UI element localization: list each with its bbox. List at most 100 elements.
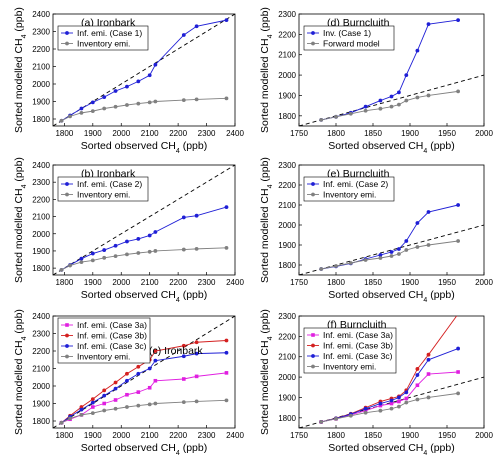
- data-point: [153, 401, 158, 406]
- y-tick-label: 2300: [32, 178, 50, 187]
- data-point: [125, 252, 129, 257]
- x-tick-label: 1750: [290, 278, 308, 287]
- legend-label-1: Inf. emi. (Case 3a): [77, 320, 147, 330]
- data-point: [194, 246, 199, 251]
- data-point: [79, 260, 84, 265]
- data-point: [102, 106, 107, 111]
- data-point: [147, 233, 152, 238]
- data-point: [224, 371, 229, 375]
- data-point: [102, 408, 107, 413]
- data-point: [181, 33, 186, 37]
- data-point: [194, 351, 199, 356]
- data-point: [456, 89, 460, 94]
- plot-data: [53, 14, 235, 126]
- legend-label-2: Inf. emi. (Case 3b): [77, 331, 147, 341]
- chart-panel-3: 1800 1900 2000 2100 2200 2300 2400 1800 1900 2000…: [13, 157, 244, 303]
- data-point: [389, 254, 394, 258]
- data-point: [426, 352, 431, 357]
- data-point: [79, 405, 84, 409]
- x-tick-label: 2000: [112, 129, 130, 138]
- data-point: [59, 267, 64, 272]
- x-tick-label: 1750: [290, 431, 308, 440]
- series-line-4: [321, 392, 459, 423]
- data-point: [415, 48, 420, 53]
- data-point: [181, 247, 186, 252]
- series-line-1: [321, 204, 459, 270]
- legend: Inf. emi. (Case 1)Inventory emi.: [57, 25, 149, 51]
- data-point: [426, 357, 431, 362]
- plot-frame: [298, 13, 485, 127]
- data-point: [378, 98, 383, 103]
- data-point: [319, 267, 324, 271]
- x-tick-label: 1900: [401, 278, 419, 287]
- data-point: [426, 395, 431, 400]
- y-tick-label: 2000: [32, 382, 50, 391]
- data-point: [153, 378, 158, 383]
- data-point: [68, 114, 72, 119]
- one-to-one-line: [299, 74, 484, 126]
- y-tick-label: 2100: [278, 201, 296, 210]
- data-point: [378, 408, 383, 413]
- panel-title: (c) Ironbark: [149, 345, 203, 357]
- x-tick-label: 1800: [327, 278, 345, 287]
- y-tick-label: 2400: [32, 10, 50, 19]
- legend: Inf. emi. (Case 3a)Inf. emi. (Case 3b)In…: [303, 327, 397, 374]
- y-tick-label: 2200: [278, 181, 296, 190]
- data-point: [224, 96, 229, 101]
- legend-marker-3: [311, 354, 315, 358]
- data-point: [334, 264, 338, 268]
- data-point: [456, 312, 460, 316]
- y-tick-label: 2000: [32, 230, 50, 239]
- data-point: [181, 400, 186, 404]
- data-point: [136, 371, 141, 376]
- data-point: [363, 406, 368, 411]
- data-point: [147, 249, 152, 254]
- data-point: [194, 213, 199, 218]
- y-axis-label: Sorted modelled CH4 (ppb): [259, 157, 274, 283]
- data-point: [426, 372, 431, 376]
- data-point: [91, 405, 95, 409]
- legend-box: [57, 176, 149, 202]
- legend: Inf. emi. (Case 2)Inventory emi.: [303, 176, 395, 202]
- data-point: [147, 366, 152, 371]
- data-point: [334, 114, 338, 119]
- legend-marker-4: [65, 354, 69, 359]
- plot-data: [53, 316, 235, 428]
- x-tick-label: 2400: [226, 129, 244, 138]
- y-tick-label: 2200: [32, 45, 50, 54]
- x-tick-label: 1900: [84, 278, 102, 287]
- y-tick-label: 2300: [32, 28, 50, 37]
- y-tick-label: 2300: [278, 161, 296, 170]
- legend: Inf. emi. (Case 2)Inventory emi.: [57, 176, 149, 202]
- data-point: [194, 97, 199, 102]
- y-tick-label: 1800: [278, 261, 296, 270]
- data-point: [181, 215, 186, 220]
- y-tick-label: 1800: [278, 112, 296, 121]
- data-point: [224, 338, 229, 343]
- legend-box: [57, 317, 151, 364]
- y-tick-label: 2000: [32, 80, 50, 89]
- legend-marker-2: [65, 192, 69, 197]
- y-axis-label: Sorted modelled CH4 (ppb): [13, 309, 28, 435]
- data-point: [456, 391, 460, 396]
- x-tick-label: 2400: [226, 278, 244, 287]
- data-point: [136, 101, 141, 106]
- data-point: [224, 245, 229, 250]
- data-point: [363, 408, 368, 413]
- x-tick-label: 2200: [169, 431, 187, 440]
- data-point: [348, 261, 353, 265]
- data-point: [426, 93, 431, 98]
- y-tick-label: 2100: [32, 365, 50, 374]
- data-point: [397, 399, 401, 404]
- data-point: [102, 388, 107, 393]
- legend-marker-3: [65, 344, 69, 348]
- data-point: [426, 22, 431, 27]
- data-point: [90, 400, 95, 405]
- data-point: [224, 18, 229, 23]
- chart-panel-6: 1750 1800 1850 1900 1950 2000 1800 1900 2000 2100…: [259, 309, 493, 456]
- data-point: [404, 400, 409, 405]
- y-tick-label: 2300: [278, 312, 296, 321]
- y-tick-label: 2300: [32, 330, 50, 339]
- legend-box: [303, 25, 395, 51]
- data-point: [79, 256, 84, 261]
